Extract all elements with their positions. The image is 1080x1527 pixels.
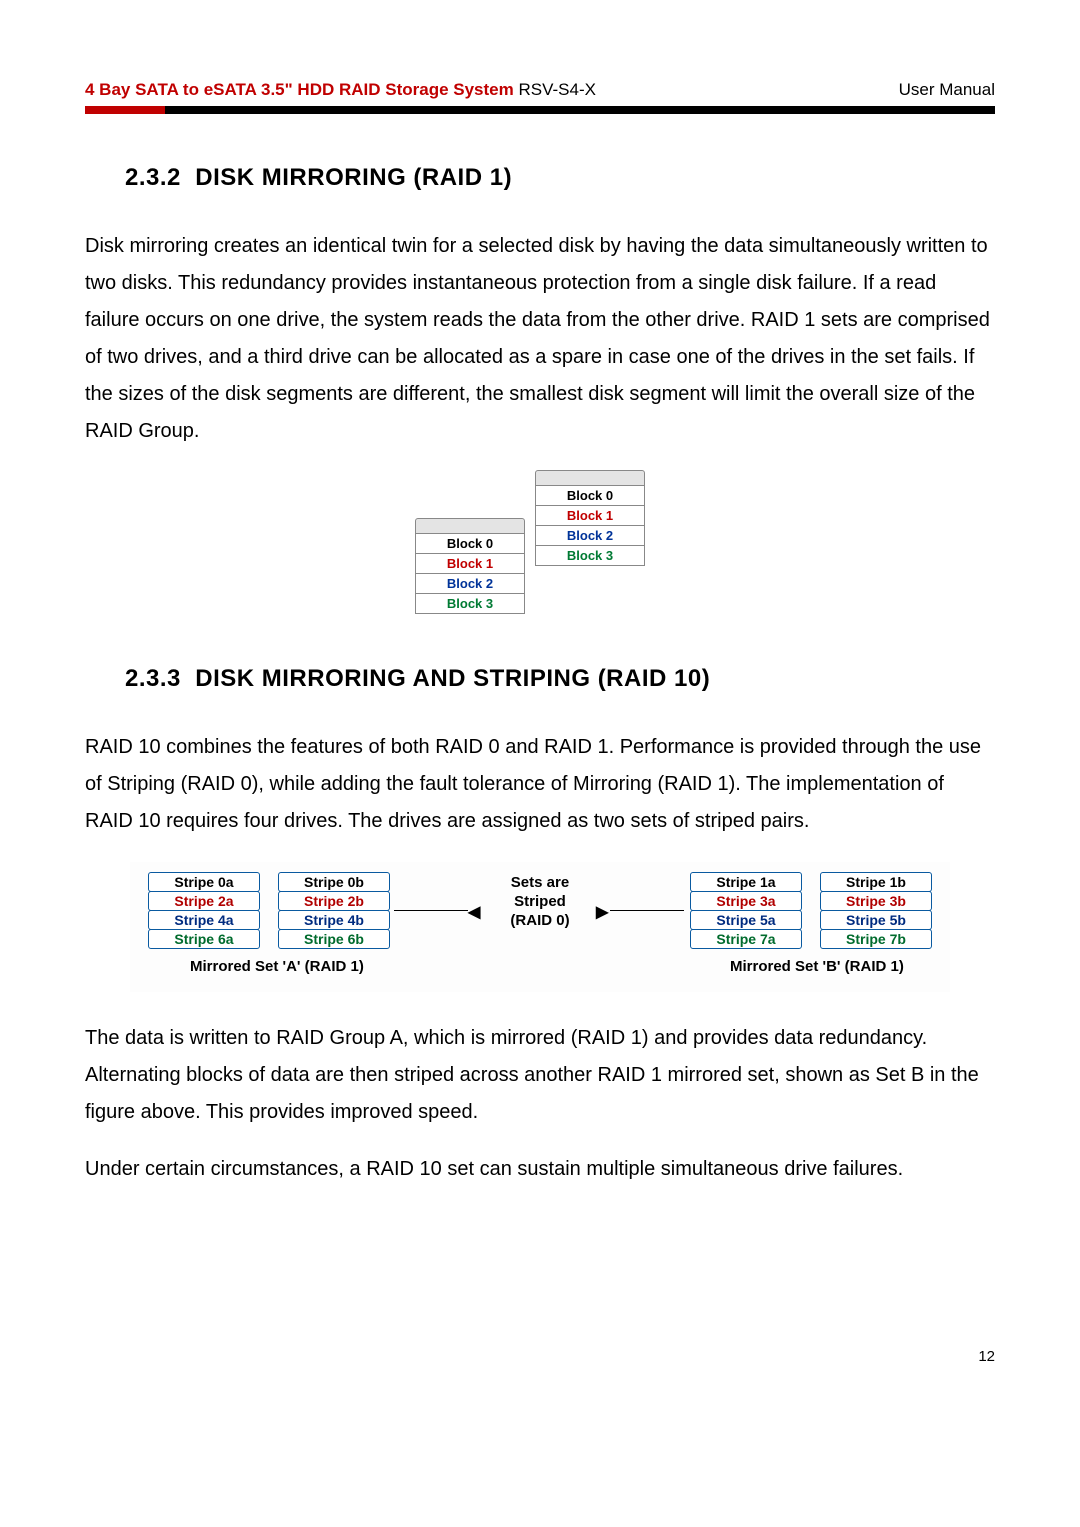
arrow-line-left	[394, 910, 468, 911]
block-cell: Block 0	[536, 485, 644, 505]
header-divider	[85, 106, 995, 114]
stripe-cell: Stripe 5b	[820, 910, 932, 930]
raid10-paragraph-1: RAID 10 combines the features of both RA…	[85, 729, 995, 840]
arrow-left-icon: ◀	[468, 902, 480, 922]
section-heading-raid10: 2.3.3 DISK MIRRORING AND STRIPING (RAID …	[125, 665, 995, 693]
arrow-right-icon: ▶	[596, 902, 608, 922]
stripe-cell: Stripe 2a	[148, 891, 260, 911]
center-l1: Sets are	[510, 874, 569, 893]
stripe-cell: Stripe 1b	[820, 872, 932, 892]
stripe-cell: Stripe 4b	[278, 910, 390, 930]
center-l2: Striped	[510, 893, 569, 912]
section-title: DISK MIRRORING (RAID 1)	[195, 164, 512, 191]
raid1-diagram: Block 0Block 1Block 2Block 3 Block 0Bloc…	[415, 470, 665, 635]
section-heading-raid1: 2.3.2 DISK MIRRORING (RAID 1)	[125, 164, 995, 192]
block-cell: Block 2	[536, 525, 644, 545]
arrow-line-right	[610, 910, 684, 911]
page-number: 12	[85, 1348, 995, 1365]
stripe-cell: Stripe 3b	[820, 891, 932, 911]
stripe-cell: Stripe 2b	[278, 891, 390, 911]
stripe-cell: Stripe 0b	[278, 872, 390, 892]
product-title: 4 Bay SATA to eSATA 3.5" HDD RAID Storag…	[85, 80, 514, 99]
section-number: 2.3.3	[125, 665, 181, 692]
section-title: DISK MIRRORING AND STRIPING (RAID 10)	[195, 665, 710, 692]
stripe-cell: Stripe 7b	[820, 929, 932, 949]
block-cell: Block 1	[536, 505, 644, 525]
mirror-label-b: Mirrored Set 'B' (RAID 1)	[730, 958, 904, 975]
raid10-paragraph-3: Under certain circumstances, a RAID 10 s…	[85, 1151, 995, 1188]
block-cell: Block 0	[416, 533, 524, 553]
raid1-stack-a: Block 0Block 1Block 2Block 3	[415, 518, 525, 614]
header-left: 4 Bay SATA to eSATA 3.5" HDD RAID Storag…	[85, 80, 596, 100]
block-cell: Block 2	[416, 573, 524, 593]
block-cell: Block 3	[416, 593, 524, 613]
product-model: RSV-S4-X	[514, 80, 596, 99]
stripe-cell: Stripe 7a	[690, 929, 802, 949]
stripe-cell: Stripe 6b	[278, 929, 390, 949]
raid10-col2: Stripe 0bStripe 2bStripe 4bStripe 6b	[278, 872, 390, 948]
stripe-cell: Stripe 0a	[148, 872, 260, 892]
raid10-col3: Stripe 1aStripe 3aStripe 5aStripe 7a	[690, 872, 802, 948]
raid10-diagram: Stripe 0aStripe 2aStripe 4aStripe 6a Str…	[130, 862, 950, 992]
stripe-cell: Stripe 4a	[148, 910, 260, 930]
section-number: 2.3.2	[125, 164, 181, 191]
raid1-paragraph: Disk mirroring creates an identical twin…	[85, 228, 995, 450]
raid10-paragraph-2: The data is written to RAID Group A, whi…	[85, 1020, 995, 1131]
raid10-col4: Stripe 1bStripe 3bStripe 5bStripe 7b	[820, 872, 932, 948]
header-right: User Manual	[899, 80, 995, 100]
raid10-col1: Stripe 0aStripe 2aStripe 4aStripe 6a	[148, 872, 260, 948]
stripe-cell: Stripe 6a	[148, 929, 260, 949]
stripe-cell: Stripe 5a	[690, 910, 802, 930]
raid1-stack-b: Block 0Block 1Block 2Block 3	[535, 470, 645, 566]
stripe-cell: Stripe 1a	[690, 872, 802, 892]
block-cell: Block 1	[416, 553, 524, 573]
block-cell: Block 3	[536, 545, 644, 565]
raid10-center-label: Sets are Striped (RAID 0)	[510, 874, 569, 930]
page-header: 4 Bay SATA to eSATA 3.5" HDD RAID Storag…	[85, 80, 995, 100]
mirror-label-a: Mirrored Set 'A' (RAID 1)	[190, 958, 364, 975]
center-l3: (RAID 0)	[510, 912, 569, 931]
stripe-cell: Stripe 3a	[690, 891, 802, 911]
